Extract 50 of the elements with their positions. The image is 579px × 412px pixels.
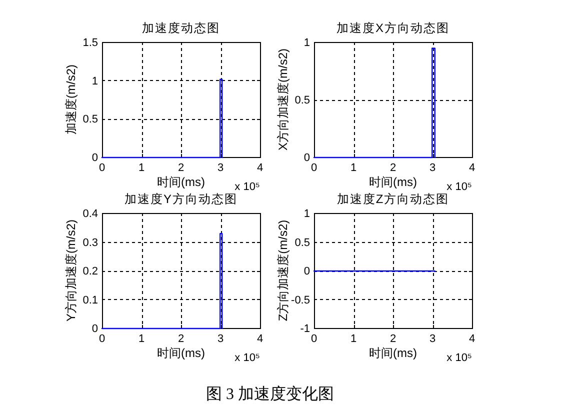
x-tick-label: 2 — [390, 162, 396, 174]
y-tick-label: 0.5 — [294, 236, 310, 249]
chart-title: 加速度X方向动态图 — [336, 21, 450, 35]
chart-title: 加速度Y方向动态图 — [124, 192, 238, 206]
y-tick-label: -0.5 — [291, 294, 310, 306]
x-tick-label: 4 — [468, 333, 476, 345]
x-axis-title: 时间(ms) — [369, 346, 417, 360]
x-tick-label: 4 — [256, 162, 264, 174]
text: x 10⁵ — [234, 181, 260, 193]
y-tick-label: -1 — [300, 323, 310, 335]
x-tick-label: 2 — [178, 333, 184, 345]
y-tick-label: 0.5 — [82, 114, 98, 126]
x-tick-label: 2 — [178, 162, 184, 174]
y-tick-label: 0 — [92, 323, 98, 335]
x-axis-title: 时间(ms) — [157, 175, 205, 189]
text: x 10⁵ — [446, 181, 472, 193]
y-tick-label: 1.5 — [82, 37, 98, 49]
y-tick-label: 0.4 — [82, 208, 98, 220]
caption: 图 3 加速度变化图 — [206, 385, 334, 403]
x-tick-label: 3 — [429, 162, 436, 174]
y-tick-label: 0.2 — [82, 266, 98, 278]
y-tick-label: 0 — [304, 152, 310, 164]
x-axis-title: 时间(ms) — [369, 175, 417, 189]
y-tick-label: 0 — [92, 152, 98, 164]
y-axis-title: Y方向加速度(m/s2) — [64, 219, 78, 322]
x-tick-label: 3 — [429, 333, 436, 345]
x-tick-label: 1 — [350, 333, 357, 345]
x-tick-label: 4 — [256, 333, 264, 345]
y-tick-label: 1 — [92, 75, 98, 88]
x-tick-label: 3 — [217, 333, 224, 345]
x-tick-label: 1 — [138, 333, 145, 345]
x-tick-label: 1 — [350, 162, 357, 174]
x-axis-title: 时间(ms) — [157, 346, 205, 360]
x-tick-label: 1 — [138, 162, 145, 174]
chart-title: 加速度动态图 — [142, 21, 220, 35]
y-tick-label: 0 — [304, 266, 310, 278]
y-axis-title: X方向加速度(m/s2) — [276, 48, 290, 150]
y-axis-title: 加速度(m/s2) — [64, 64, 78, 134]
y-tick-label: 0.3 — [82, 236, 98, 249]
y-tick-label: 1 — [304, 37, 310, 49]
x-tick-label: 3 — [217, 162, 224, 174]
y-tick-label: 0.1 — [82, 294, 98, 306]
chart-title: 加速度Z方向动态图 — [336, 192, 450, 206]
y-axis-title: Z方向加速度(m/s2) — [276, 220, 290, 322]
text: x 10⁵ — [446, 352, 472, 364]
x-tick-label: 4 — [468, 162, 476, 174]
x-tick-label: 2 — [390, 333, 396, 345]
y-tick-label: 0.5 — [294, 94, 310, 106]
y-tick-label: 1 — [304, 208, 310, 220]
text: x 10⁵ — [234, 352, 260, 364]
